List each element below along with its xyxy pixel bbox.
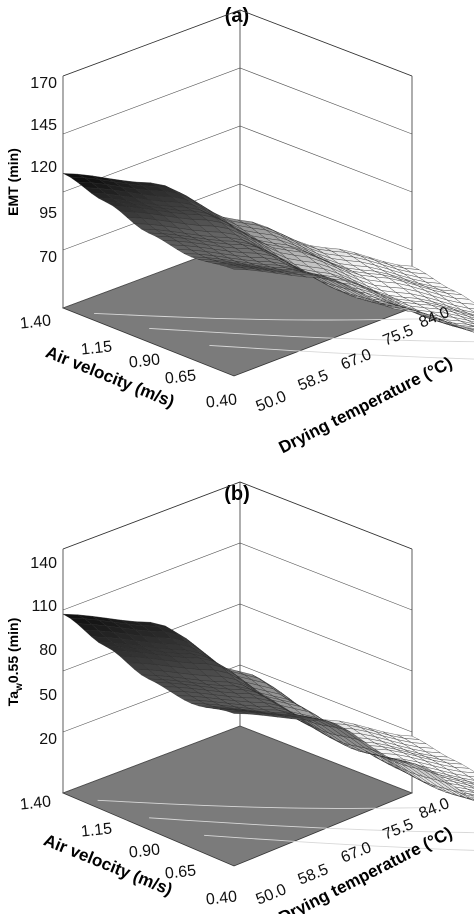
- panel-b-x-tick: 75.5: [381, 816, 416, 843]
- panel-a-surface-patch: [460, 302, 474, 310]
- panel-b-contour-line: [97, 799, 429, 809]
- panel-a-surface-patch: [468, 316, 474, 320]
- panel-b-z-label-sub: w: [14, 683, 25, 692]
- panel-b-surface-patch: [460, 781, 474, 787]
- panel-a-x-axis-label: Drying temperature (°C): [276, 353, 456, 457]
- panel-a-surface-patch: [468, 313, 474, 317]
- panel-b-y-tick: 0.90: [128, 841, 161, 861]
- panel-b-frame-edge: [62, 481, 241, 550]
- panel-b-surface-patch: [453, 781, 474, 789]
- panel-a-surface-patch: [461, 309, 474, 315]
- panel-b-surface-patch: [454, 767, 474, 773]
- panel-a-surface-patch: [453, 309, 474, 317]
- panel-b: (b) 140 110 80 50 20 Taw0.55 (min) 1.40 …: [5, 481, 474, 914]
- panel-b-surface-patch: [461, 777, 474, 783]
- panel-b-surface-patch: [467, 789, 474, 793]
- panel-a-y-tick: 1.40: [19, 312, 52, 332]
- panel-b-z-axis-label: Taw0.55 (min): [5, 618, 25, 706]
- panel-b-y-tick: 0.40: [205, 888, 238, 908]
- panel-a-frame-edge: [62, 9, 241, 77]
- panel-b-z-tick: 50: [39, 687, 57, 704]
- panel-b-label: (b): [224, 483, 250, 505]
- panel-b-x-tick: 84.0: [417, 795, 452, 822]
- panel-a-surface-patch: [467, 320, 474, 324]
- panel-a-surface-patch: [468, 308, 474, 313]
- panel-a-y-tick: 0.40: [205, 391, 238, 411]
- panel-a-frame-edge: [239, 9, 413, 77]
- panel-a-surface-patch: [460, 316, 474, 323]
- panel-b-surface-patch: [468, 784, 474, 789]
- panel-a-frame: [62, 9, 413, 308]
- panel-a-z-tick: 120: [30, 159, 57, 176]
- panel-b-frame-edge: [239, 481, 413, 550]
- panel-b-surface-patch: [468, 781, 474, 785]
- panel-a-x-tick: 50.0: [254, 388, 289, 415]
- panel-a-surface-patch: [453, 297, 474, 305]
- panel-a-y-tick: 0.65: [164, 367, 197, 387]
- panel-a-x-tick: 67.0: [339, 346, 374, 373]
- panel-b-contour-line: [204, 834, 474, 851]
- panel-a-surface-patch: [453, 317, 474, 325]
- panel-b-surface-patch: [468, 776, 474, 780]
- panel-b-z-label-rest: 0.55 (min): [5, 618, 21, 683]
- panel-a-x-tick: 58.5: [296, 367, 331, 394]
- panel-b-y-ticks: 1.40 1.15 0.90 0.65 0.40: [19, 793, 238, 908]
- panel-a-label: (a): [225, 5, 249, 27]
- panel-a-x-tick: 75.5: [381, 322, 416, 349]
- panel-b-surface-patch: [460, 790, 474, 795]
- panel-a-y-ticks: 1.40 1.15 0.90 0.65 0.40: [19, 312, 238, 411]
- panel-a-surface-patch: [460, 325, 474, 329]
- panel-a-z-tick: 95: [39, 205, 57, 222]
- panel-b-z-ticks: 140 110 80 50 20: [30, 555, 57, 748]
- panel-b-z-tick: 20: [39, 731, 57, 748]
- panel-a-contours: [94, 312, 474, 360]
- panel-a: (a) 170 145 120 95 70 EMT (min) 1.40 1.1…: [5, 5, 474, 457]
- panel-b-surface-patch: [454, 773, 474, 781]
- panel-a-surface-patch: [466, 329, 474, 333]
- panel-a-y-tick: 1.15: [80, 338, 113, 358]
- panel-a-z-ticks: 170 145 120 95 70: [30, 75, 57, 266]
- panel-a-surface: [62, 173, 474, 333]
- panel-b-y-axis-label: Air velocity (m/s): [41, 830, 175, 899]
- panel-a-z-axis-label: EMT (min): [5, 148, 21, 216]
- panel-b-surface: [62, 613, 474, 801]
- panel-b-surface-patch: [453, 786, 474, 793]
- panel-b-y-tick: 1.40: [19, 793, 52, 813]
- panel-a-z-tick: 70: [39, 249, 57, 266]
- panel-a-surface-patch: [453, 312, 474, 321]
- panel-b-z-tick: 140: [30, 555, 57, 572]
- panel-a-surface-patch: [454, 305, 474, 313]
- panel-b-z-tick: 110: [31, 598, 57, 615]
- panel-a-surface-patch: [460, 312, 474, 319]
- panel-b-z-label-main: Ta: [5, 691, 21, 707]
- panel-a-contour-line: [94, 312, 422, 321]
- panel-a-surface-patch: [460, 320, 474, 326]
- panel-a-contour-line: [209, 344, 474, 360]
- panel-b-surface-patch: [466, 798, 474, 801]
- panel-a-z-tick: 170: [30, 75, 57, 92]
- panel-b-surface-patch: [452, 790, 474, 801]
- panel-a-surface-patch: [452, 322, 474, 327]
- panel-b-surface-patch: [453, 777, 474, 785]
- panel-b-frame: [62, 481, 413, 793]
- panel-a-contour-line: [149, 327, 474, 343]
- panel-b-surface-patch: [467, 793, 474, 797]
- panel-b-surface-patch: [460, 785, 474, 791]
- panel-b-grid-line: [62, 542, 413, 611]
- panel-b-surface-patch: [461, 771, 474, 777]
- panel-b-z-tick: 80: [39, 642, 57, 659]
- panel-a-grid-line: [62, 67, 413, 135]
- panel-b-y-tick: 0.65: [164, 862, 197, 882]
- panel-a-surface-patch: [467, 324, 474, 327]
- panel-b-x-tick: 50.0: [254, 881, 289, 908]
- panel-b-contour-line: [149, 817, 474, 834]
- panel-a-z-tick: 145: [30, 117, 57, 134]
- panel-b-surface-patch: [459, 792, 474, 801]
- panel-b-y-tick: 1.15: [80, 820, 113, 840]
- panel-a-surface-patch: [467, 327, 474, 330]
- panel-b-contours: [97, 799, 474, 851]
- panel-a-y-tick: 0.90: [128, 351, 161, 371]
